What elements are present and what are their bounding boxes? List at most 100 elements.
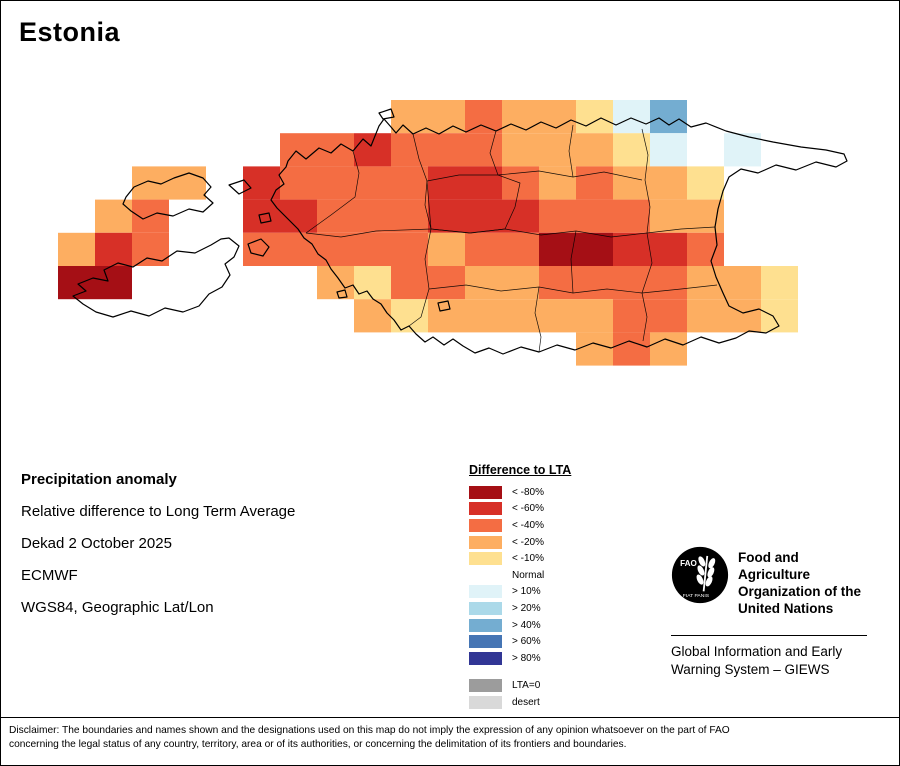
anomaly-cell xyxy=(317,199,354,233)
anomaly-cell xyxy=(613,166,650,200)
legend-row: LTA=0 xyxy=(469,678,639,695)
anomaly-cell xyxy=(613,266,650,300)
legend-swatch xyxy=(469,618,502,632)
anomaly-cell xyxy=(576,166,613,200)
legend-entries: < -80% < -60% < -40% < -20% < -10% Normal > 10… xyxy=(469,484,639,667)
anomaly-cell xyxy=(761,266,798,300)
anomaly-cell xyxy=(354,133,391,167)
anomaly-cell xyxy=(650,199,687,233)
anomaly-cell xyxy=(95,266,132,300)
anomaly-cell xyxy=(576,332,613,366)
giews-label: Global Information and Early Warning Sys… xyxy=(671,643,867,679)
fao-org-line: Organization of the xyxy=(738,584,861,599)
anomaly-cell xyxy=(317,166,354,200)
anomaly-cell xyxy=(761,299,798,333)
anomaly-cell xyxy=(576,199,613,233)
anomaly-cell xyxy=(650,133,687,167)
anomaly-cell xyxy=(280,199,317,233)
fao-logo-letters: FAO xyxy=(680,559,697,568)
metadata-heading: Precipitation anomaly xyxy=(21,471,177,488)
metadata-dekad: Dekad 2 October 2025 xyxy=(21,535,172,552)
anomaly-cell xyxy=(613,332,650,366)
anomaly-cell xyxy=(650,332,687,366)
giews-line: Warning System – GIEWS xyxy=(671,662,830,677)
legend-label: > 20% xyxy=(512,602,541,614)
anomaly-cell xyxy=(502,299,539,333)
legend-row: Normal xyxy=(469,567,639,584)
anomaly-cell xyxy=(391,100,428,134)
anomaly-cell xyxy=(354,199,391,233)
map-metadata: Precipitation anomaly Relative differenc… xyxy=(21,471,441,616)
fao-org-line: United Nations xyxy=(738,601,834,616)
legend-title: Difference to LTA xyxy=(469,463,572,477)
legend-row: desert xyxy=(469,694,639,711)
anomaly-cell xyxy=(465,166,502,200)
anomaly-cell xyxy=(502,232,539,266)
anomaly-cell xyxy=(650,232,687,266)
anomaly-cell xyxy=(243,232,280,266)
anomaly-cell xyxy=(465,299,502,333)
legend-swatch xyxy=(469,601,502,615)
anomaly-cell xyxy=(58,232,95,266)
anomaly-cell xyxy=(465,100,502,134)
legend-row: > 40% xyxy=(469,617,639,634)
anomaly-cell xyxy=(687,133,724,167)
anomaly-cell xyxy=(428,199,465,233)
anomaly-cell xyxy=(613,133,650,167)
legend-label: > 10% xyxy=(512,586,541,598)
anomaly-cell xyxy=(576,266,613,300)
anomaly-grid xyxy=(58,100,798,366)
legend-label: < -10% xyxy=(512,553,544,565)
anomaly-cell xyxy=(428,166,465,200)
anomaly-cell xyxy=(95,232,132,266)
legend-swatch xyxy=(469,679,502,693)
disclaimer-line: concerning the legal status of any count… xyxy=(9,739,627,750)
legend-swatch xyxy=(469,552,502,566)
anomaly-cell xyxy=(539,266,576,300)
anomaly-cell xyxy=(169,166,206,200)
saaremaa-outline xyxy=(72,237,240,318)
islet-outline xyxy=(336,289,348,299)
mainland-outline xyxy=(270,117,848,355)
legend-swatch xyxy=(469,502,502,516)
legend-swatch xyxy=(469,568,502,582)
giews-line: Global Information and Early xyxy=(671,644,843,659)
legend-label: < -60% xyxy=(512,503,544,515)
anomaly-cell xyxy=(613,199,650,233)
anomaly-cell xyxy=(539,166,576,200)
estonia-map xyxy=(58,100,848,366)
anomaly-cell xyxy=(391,166,428,200)
legend-row: < -20% xyxy=(469,534,639,551)
anomaly-cell xyxy=(391,232,428,266)
anomaly-cell xyxy=(354,166,391,200)
anomaly-cell xyxy=(724,266,761,300)
legend-swatch xyxy=(469,635,502,649)
fao-logo-motto: FIAT PANIS xyxy=(683,593,710,599)
fao-branding: FAO FIAT PANIS Food and Agriculture Orga… xyxy=(671,546,867,679)
anomaly-cell xyxy=(280,166,317,200)
branding-divider xyxy=(671,635,867,636)
anomaly-cell xyxy=(502,199,539,233)
anomaly-cell xyxy=(650,266,687,300)
legend-extra-entries: LTA=0 desert xyxy=(469,678,639,711)
disclaimer: Disclaimer: The boundaries and names sho… xyxy=(1,717,899,752)
legend-label: desert xyxy=(512,696,540,708)
anomaly-cell xyxy=(687,166,724,200)
fao-logo: FAO FIAT PANIS xyxy=(671,546,729,604)
anomaly-cell xyxy=(539,100,576,134)
legend-label: > 60% xyxy=(512,636,541,648)
anomaly-cell xyxy=(613,299,650,333)
metadata-projection: WGS84, Geographic Lat/Lon xyxy=(21,599,214,616)
anomaly-cell xyxy=(539,299,576,333)
legend-swatch xyxy=(469,695,502,709)
anomaly-cell xyxy=(650,299,687,333)
anomaly-cell xyxy=(465,133,502,167)
legend-swatch xyxy=(469,518,502,532)
legend-swatch xyxy=(469,485,502,499)
legend-row: > 80% xyxy=(469,650,639,667)
anomaly-cell xyxy=(576,133,613,167)
kihnu-outline xyxy=(437,300,451,312)
anomaly-cell xyxy=(428,299,465,333)
anomaly-cell xyxy=(428,133,465,167)
